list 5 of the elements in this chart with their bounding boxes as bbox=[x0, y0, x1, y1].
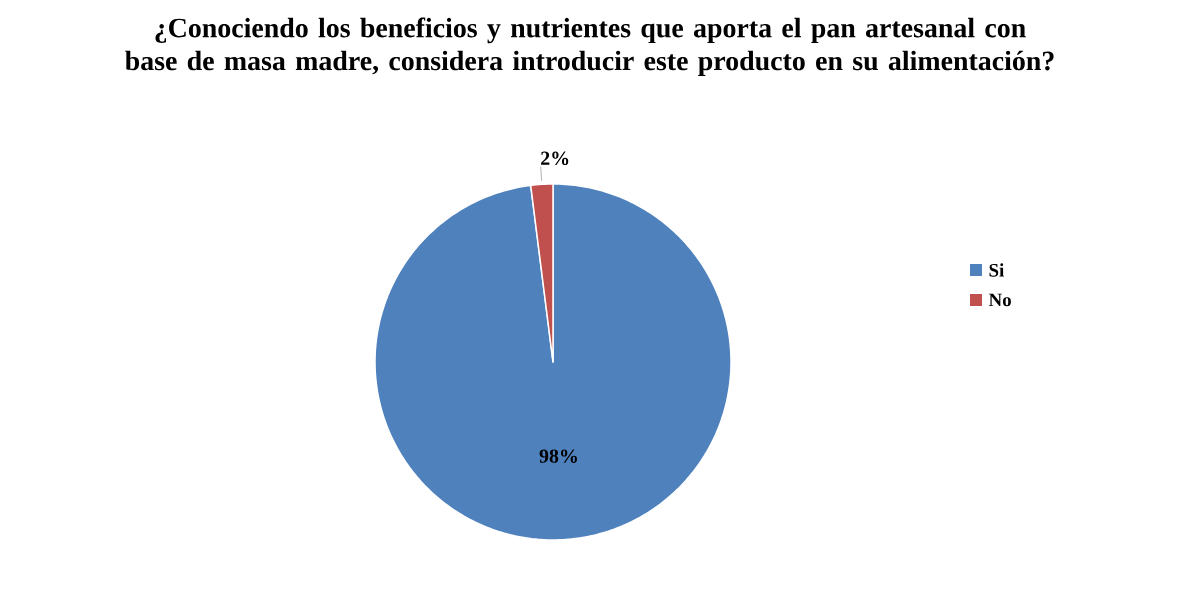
data-label: 2% bbox=[541, 151, 569, 166]
chart-title: ¿Conociendo los beneficios y nutrientes que aporta el pan artesanal con base de masa madre, considera introducir este producto en su alimentación? bbox=[125, 17, 1054, 76]
legend-label: No bbox=[988, 293, 1011, 307]
data-label: 98% bbox=[539, 449, 577, 463]
legend-label: Si bbox=[989, 263, 1005, 277]
